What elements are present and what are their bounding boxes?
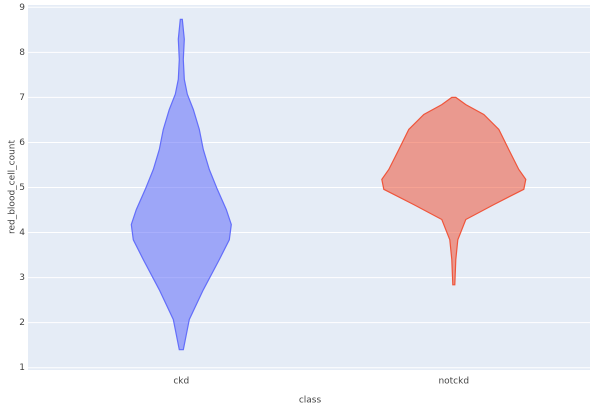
y-tick-label: 3 (19, 273, 25, 283)
violin (130, 18, 232, 351)
x-axis-title: class (299, 396, 322, 406)
y-axis-title: red_blood_cell_count (8, 139, 18, 234)
y-tick-label: 7 (19, 93, 25, 103)
violin (381, 96, 527, 286)
y-tick-label: 5 (19, 183, 25, 193)
y-tick-label: 9 (19, 3, 25, 13)
y-tick-label: 2 (19, 318, 25, 328)
y-tick-label: 8 (19, 48, 25, 58)
y-tick-label: 6 (19, 138, 25, 148)
y-tick-label: 1 (19, 363, 25, 373)
y-tick-label: 4 (19, 228, 25, 238)
x-tick-label: ckd (173, 377, 189, 387)
x-tick-label: notckd (438, 377, 469, 387)
